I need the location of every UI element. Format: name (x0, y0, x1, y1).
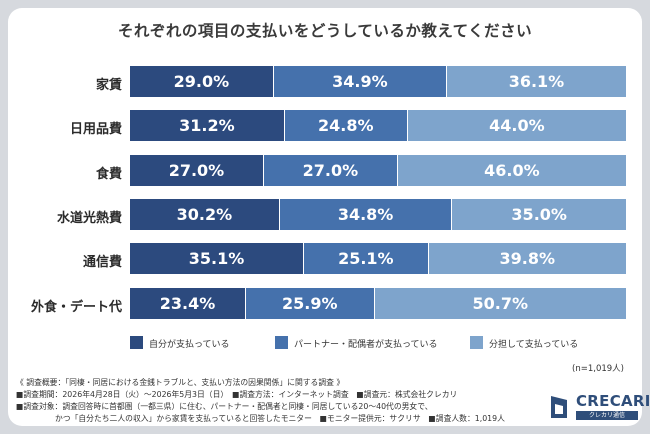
note-line: ■調査期間：2026年4月28日（火）〜2026年5月3日（日） ■調査方法：イ… (16, 390, 458, 399)
chart-title: それぞれの項目の支払いをどうしているか教えてください (117, 22, 533, 40)
legend-label: 自分が支払っている (149, 340, 230, 350)
logo-mark-icon (551, 396, 567, 418)
bar-segment: 50.7% (374, 287, 626, 319)
category-label: 外食・デート代 (30, 299, 122, 315)
bar-segment: 34.9% (273, 66, 446, 97)
bar-segment: 25.9% (246, 287, 374, 319)
note-line: かつ「自分たち二人の収入」から家賃を支払っていると回答したモニター ■モニター提… (16, 414, 505, 423)
legend-label: 分担して支払っている (489, 340, 579, 350)
logo-subtitle: クレカリ通信 (576, 411, 638, 420)
note-line: ■調査対象：調査回答時に首都圏（一都三県）に住む、パートナー・配偶者と同棲・同居… (16, 402, 433, 411)
bar-segment: 30.2% (130, 198, 279, 230)
bar-segment: 25.1% (304, 243, 428, 275)
survey-notes: 《 調査概要：「同棲・同居における金銭トラブルと、支払い方法の因果関係」に関する… (16, 377, 505, 425)
category-label: 日用品費 (69, 122, 122, 138)
bar-segment: 31.2% (130, 110, 284, 142)
bar-segment: 35.0% (452, 198, 626, 230)
legend-swatch (130, 336, 143, 349)
bar-segment: 36.1% (446, 66, 626, 97)
category-label: 食費 (95, 166, 122, 182)
sample-size-label: (n=1,019人) (572, 364, 624, 374)
legend-swatch (275, 336, 288, 349)
bar-segment: 29.0% (130, 66, 273, 97)
logo-name: CRECARI (576, 392, 650, 410)
category-label: 家賃 (95, 78, 122, 93)
note-line: 《 調査概要：「同棲・同居における金銭トラブルと、支払い方法の因果関係」に関する… (16, 378, 345, 387)
legend-label: パートナー・配偶者が支払っている (294, 340, 438, 350)
bar-segment: 46.0% (397, 154, 626, 186)
crecari-logo: CRECARI クレカリ通信 (548, 392, 650, 422)
bar-segment: 44.0% (407, 110, 626, 142)
bar-segment: 34.8% (279, 198, 452, 230)
category-label: 通信費 (82, 255, 122, 271)
bar-segment: 24.8% (284, 110, 407, 142)
category-label: 水道光熱費 (56, 210, 122, 226)
bar-segment: 35.1% (130, 243, 304, 275)
bar-segment: 23.4% (130, 287, 246, 319)
legend-swatch (470, 336, 483, 349)
bar-segment: 27.0% (263, 154, 397, 186)
bar-segment: 39.8% (428, 243, 626, 275)
bar-segment: 27.0% (130, 154, 263, 186)
